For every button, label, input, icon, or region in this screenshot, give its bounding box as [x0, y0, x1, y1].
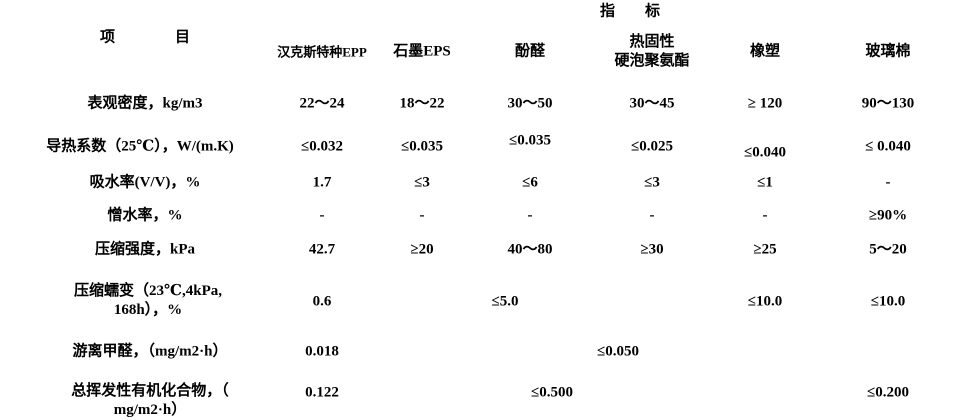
cell-value: ≤ 0.040: [865, 138, 911, 155]
cell-value: 5～20: [869, 241, 907, 258]
column-header: 橡塑: [749, 43, 781, 60]
cell-value: ≥20: [410, 241, 434, 258]
cell-value: 1.7: [312, 174, 332, 191]
row-label: 导热系数（25℃），W/(m.K): [46, 138, 234, 155]
cell-value: ≤0.040: [744, 144, 786, 161]
cell-value: 90～130: [861, 95, 915, 112]
column-header: 酚醛: [514, 43, 546, 60]
cell-value: 0.6: [312, 293, 332, 310]
cell-value: 22～24: [299, 95, 345, 112]
cell-value: ≤10.0: [870, 293, 906, 310]
row-label: 总挥发性有机化合物，（ mg/m2·h）: [71, 383, 229, 418]
item-header: 项 目: [99, 29, 191, 46]
group-header: 指 标: [599, 3, 661, 20]
cell-value: 30～50: [507, 95, 553, 112]
cell-value: 30～45: [629, 95, 675, 112]
column-header: 玻璃棉: [865, 43, 911, 60]
cell-value: 18～22: [399, 95, 445, 112]
cell-value: ≤0.050: [597, 343, 639, 360]
cell-value: ≥ 120: [747, 95, 783, 112]
cell-value: -: [649, 207, 655, 224]
cell-value: ≤10.0: [747, 293, 783, 310]
cell-value: ≤0.500: [531, 384, 573, 401]
row-label: 压缩蠕变（23℃,4kPa, 168h），%: [74, 283, 222, 318]
row-label: 游离甲醛，（mg/m2·h）: [72, 343, 228, 360]
cell-value: ≤0.200: [867, 384, 909, 401]
row-label: 吸水率(V/V)，%: [89, 174, 201, 191]
cell-value: ≥30: [640, 241, 664, 258]
column-header: 热固性 硬泡聚氨酯: [614, 34, 690, 69]
cell-value: -: [319, 207, 325, 224]
cell-value: -: [885, 174, 891, 191]
row-label: 憎水率，%: [107, 207, 183, 224]
row-label: 表观密度，kg/m3: [87, 95, 203, 112]
cell-value: ≥25: [753, 241, 777, 258]
cell-value: ≤0.035: [509, 132, 551, 149]
cell-value: ≤0.035: [401, 138, 443, 155]
column-header: 汉克斯特种EPP: [277, 44, 367, 60]
cell-value: ≤5.0: [491, 293, 519, 310]
cell-value: 0.018: [305, 343, 339, 360]
cell-value: 42.7: [308, 241, 336, 258]
cell-value: ≤6: [522, 174, 538, 191]
cell-value: ≤3: [414, 174, 430, 191]
cell-value: -: [762, 207, 768, 224]
cell-value: ≥90%: [868, 207, 908, 224]
cell-value: ≤1: [757, 174, 773, 191]
cell-value: ≤0.025: [631, 138, 673, 155]
cell-value: -: [419, 207, 425, 224]
cell-value: ≤3: [644, 174, 660, 191]
row-label: 压缩强度，kPa: [94, 241, 196, 258]
cell-value: -: [527, 207, 533, 224]
cell-value: ≤0.032: [301, 138, 343, 155]
cell-value: 40～80: [507, 241, 553, 258]
cell-value: 0.122: [305, 384, 339, 401]
column-header: 石墨EPS: [393, 43, 451, 60]
